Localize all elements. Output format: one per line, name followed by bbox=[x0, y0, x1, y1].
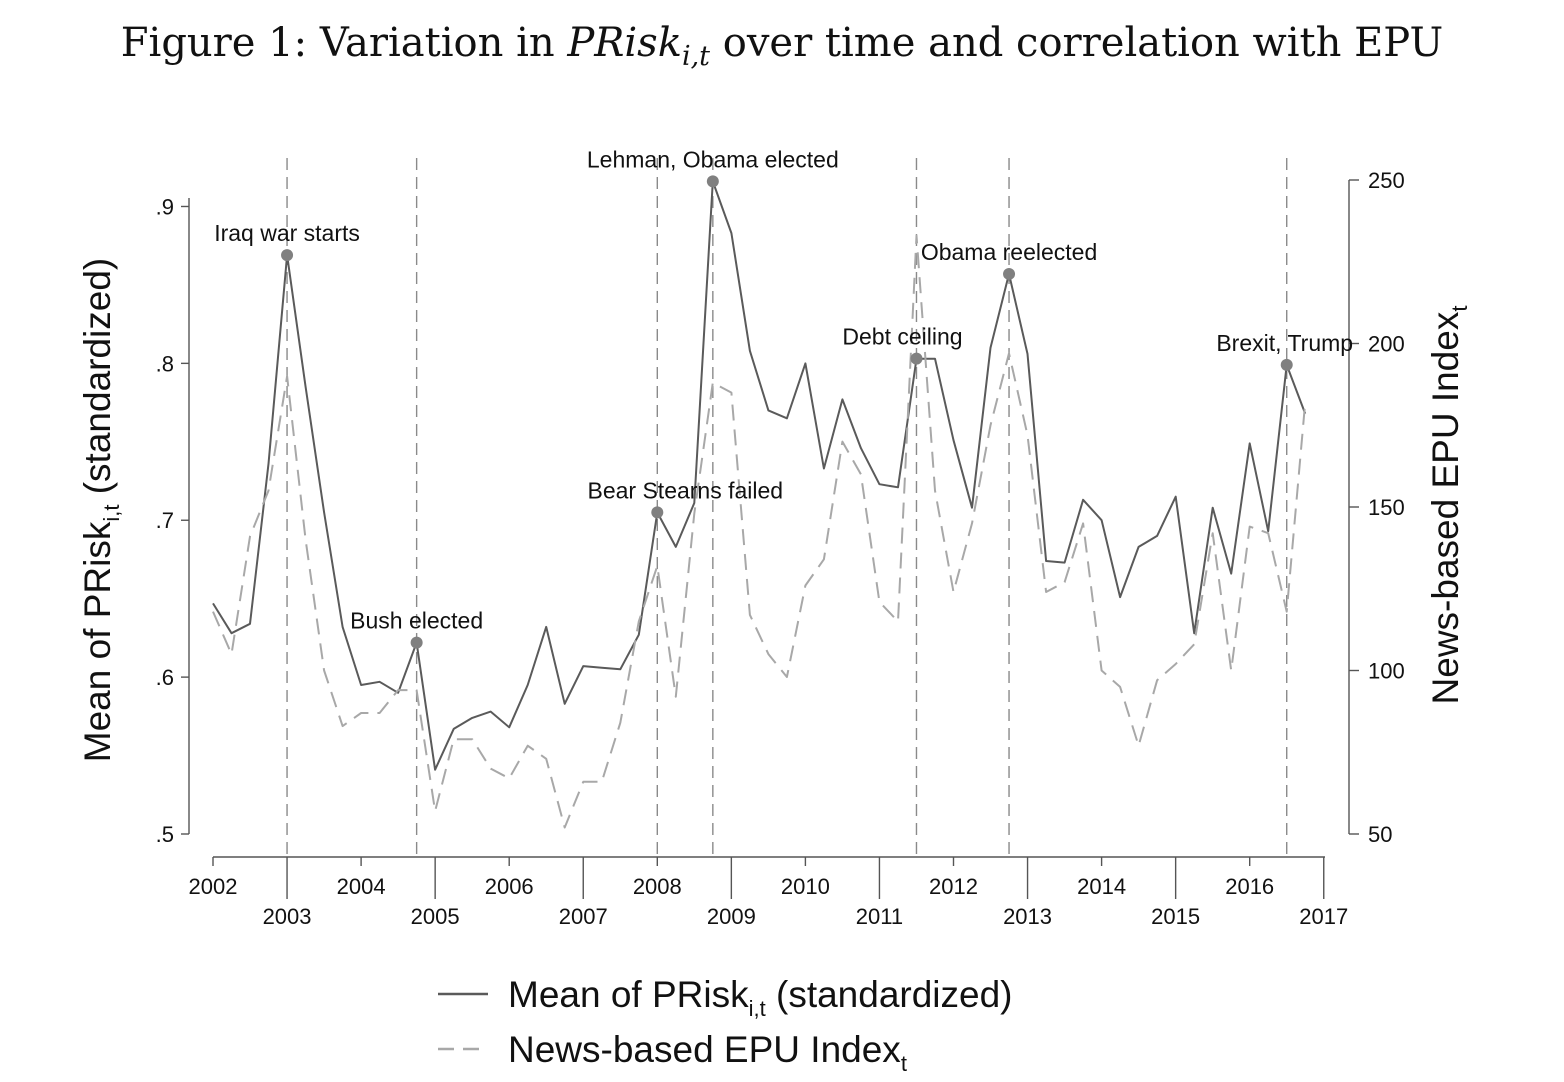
y-right-axis-title: News-based EPU Indext bbox=[1425, 306, 1472, 705]
figure-title-var-sub: i,t bbox=[682, 41, 710, 72]
event-marker-3 bbox=[706, 175, 719, 188]
legend: Mean of PRiski,t (standardized) News-bas… bbox=[438, 974, 1013, 1076]
event-label-0: Iraq war starts bbox=[214, 220, 360, 246]
legend-label-prisk: Mean of PRiski,t (standardized) bbox=[508, 974, 1013, 1021]
event-marker-5 bbox=[1003, 267, 1016, 280]
annotations: Iraq war starts Bush elected Bear Stearns … bbox=[214, 146, 1353, 649]
legend-prisk-suffix: (standardized) bbox=[766, 974, 1013, 1015]
event-marker-4 bbox=[910, 352, 923, 365]
x-tick-label-2012: 2012 bbox=[929, 874, 978, 899]
y-left-axis-title-sub: i,t bbox=[99, 505, 124, 522]
figure-title-suffix: over time and correlation with EPU bbox=[710, 20, 1443, 66]
x-tick-label-2004: 2004 bbox=[337, 874, 386, 899]
y-left-axis-title-suffix: (standardized) bbox=[77, 258, 118, 505]
x-tick-label-2005: 2005 bbox=[411, 904, 460, 929]
x-tick-label-2013: 2013 bbox=[1003, 904, 1052, 929]
event-marker-1 bbox=[410, 636, 423, 649]
series-line-epu bbox=[212, 234, 1307, 829]
x-tick-label-2011: 2011 bbox=[856, 904, 903, 929]
y-left-tick-label-0: .5 bbox=[156, 822, 174, 847]
event-marker-0 bbox=[281, 249, 294, 262]
x-tick-label-2008: 2008 bbox=[633, 874, 682, 899]
legend-label-epu: News-based EPU Indext bbox=[508, 1029, 907, 1076]
figure-title-prefix: Figure 1: Variation in bbox=[121, 20, 568, 66]
event-marker-2 bbox=[651, 506, 664, 519]
event-label-2: Bear Stearns failed bbox=[587, 477, 783, 503]
x-tick-label-2016: 2016 bbox=[1225, 874, 1274, 899]
y-right-axis-title-sub: t bbox=[1447, 306, 1472, 312]
x-tick-label-2015: 2015 bbox=[1151, 904, 1200, 929]
y-left-tick-label-3: .8 bbox=[156, 351, 174, 376]
x-tick-label-2006: 2006 bbox=[485, 874, 534, 899]
legend-prisk-sub: i,t bbox=[749, 996, 766, 1021]
y-left-axis-title: Mean of PRiski,t (standardized) bbox=[77, 258, 124, 763]
x-tick-label-2002: 2002 bbox=[189, 874, 238, 899]
figure-title: Figure 1: Variation in PRiski,t over tim… bbox=[121, 20, 1443, 72]
event-label-3: Lehman, Obama elected bbox=[587, 146, 839, 172]
y-right-tick-label-2: 150 bbox=[1368, 495, 1405, 520]
event-marker-6 bbox=[1280, 358, 1293, 371]
series-layer bbox=[212, 180, 1307, 829]
y-left-tick-label-1: .6 bbox=[156, 665, 174, 690]
y-right-tick-label-0: 50 bbox=[1368, 822, 1392, 847]
y-right-tick-label-4: 250 bbox=[1368, 168, 1405, 193]
event-label-5: Obama reelected bbox=[921, 239, 1097, 265]
x-tick-label-2010: 2010 bbox=[781, 874, 830, 899]
event-label-6: Brexit, Trump bbox=[1216, 330, 1353, 356]
y-left-axis-title-main: Mean of PRisk bbox=[77, 521, 118, 762]
x-tick-label-2017: 2017 bbox=[1299, 904, 1348, 929]
x-tick-label-2007: 2007 bbox=[559, 904, 608, 929]
figure-title-var: PRisk bbox=[566, 20, 682, 66]
event-label-1: Bush elected bbox=[350, 608, 483, 634]
legend-epu-sub: t bbox=[901, 1051, 907, 1076]
y-right-tick-label-1: 100 bbox=[1368, 659, 1405, 684]
y-right-axis-title-main: News-based EPU Index bbox=[1425, 311, 1466, 704]
y-left-tick-label-4: .9 bbox=[156, 194, 174, 219]
y-left-tick-label-2: .7 bbox=[156, 508, 174, 533]
event-vertical-lines bbox=[286, 158, 1288, 857]
x-tick-label-2003: 2003 bbox=[263, 904, 312, 929]
legend-prisk-main: Mean of PRisk bbox=[508, 974, 749, 1015]
legend-epu-main: News-based EPU Index bbox=[508, 1029, 901, 1070]
y-right-tick-label-3: 200 bbox=[1368, 332, 1405, 357]
event-label-4: Debt ceiling bbox=[842, 324, 962, 350]
axes: .5 .6 .7 .8 .9 50 100 150 200 250 2002 2004 2006 2008… bbox=[156, 168, 1405, 929]
series-line-prisk bbox=[212, 180, 1307, 771]
x-tick-label-2014: 2014 bbox=[1077, 874, 1126, 899]
x-tick-label-2009: 2009 bbox=[707, 904, 756, 929]
